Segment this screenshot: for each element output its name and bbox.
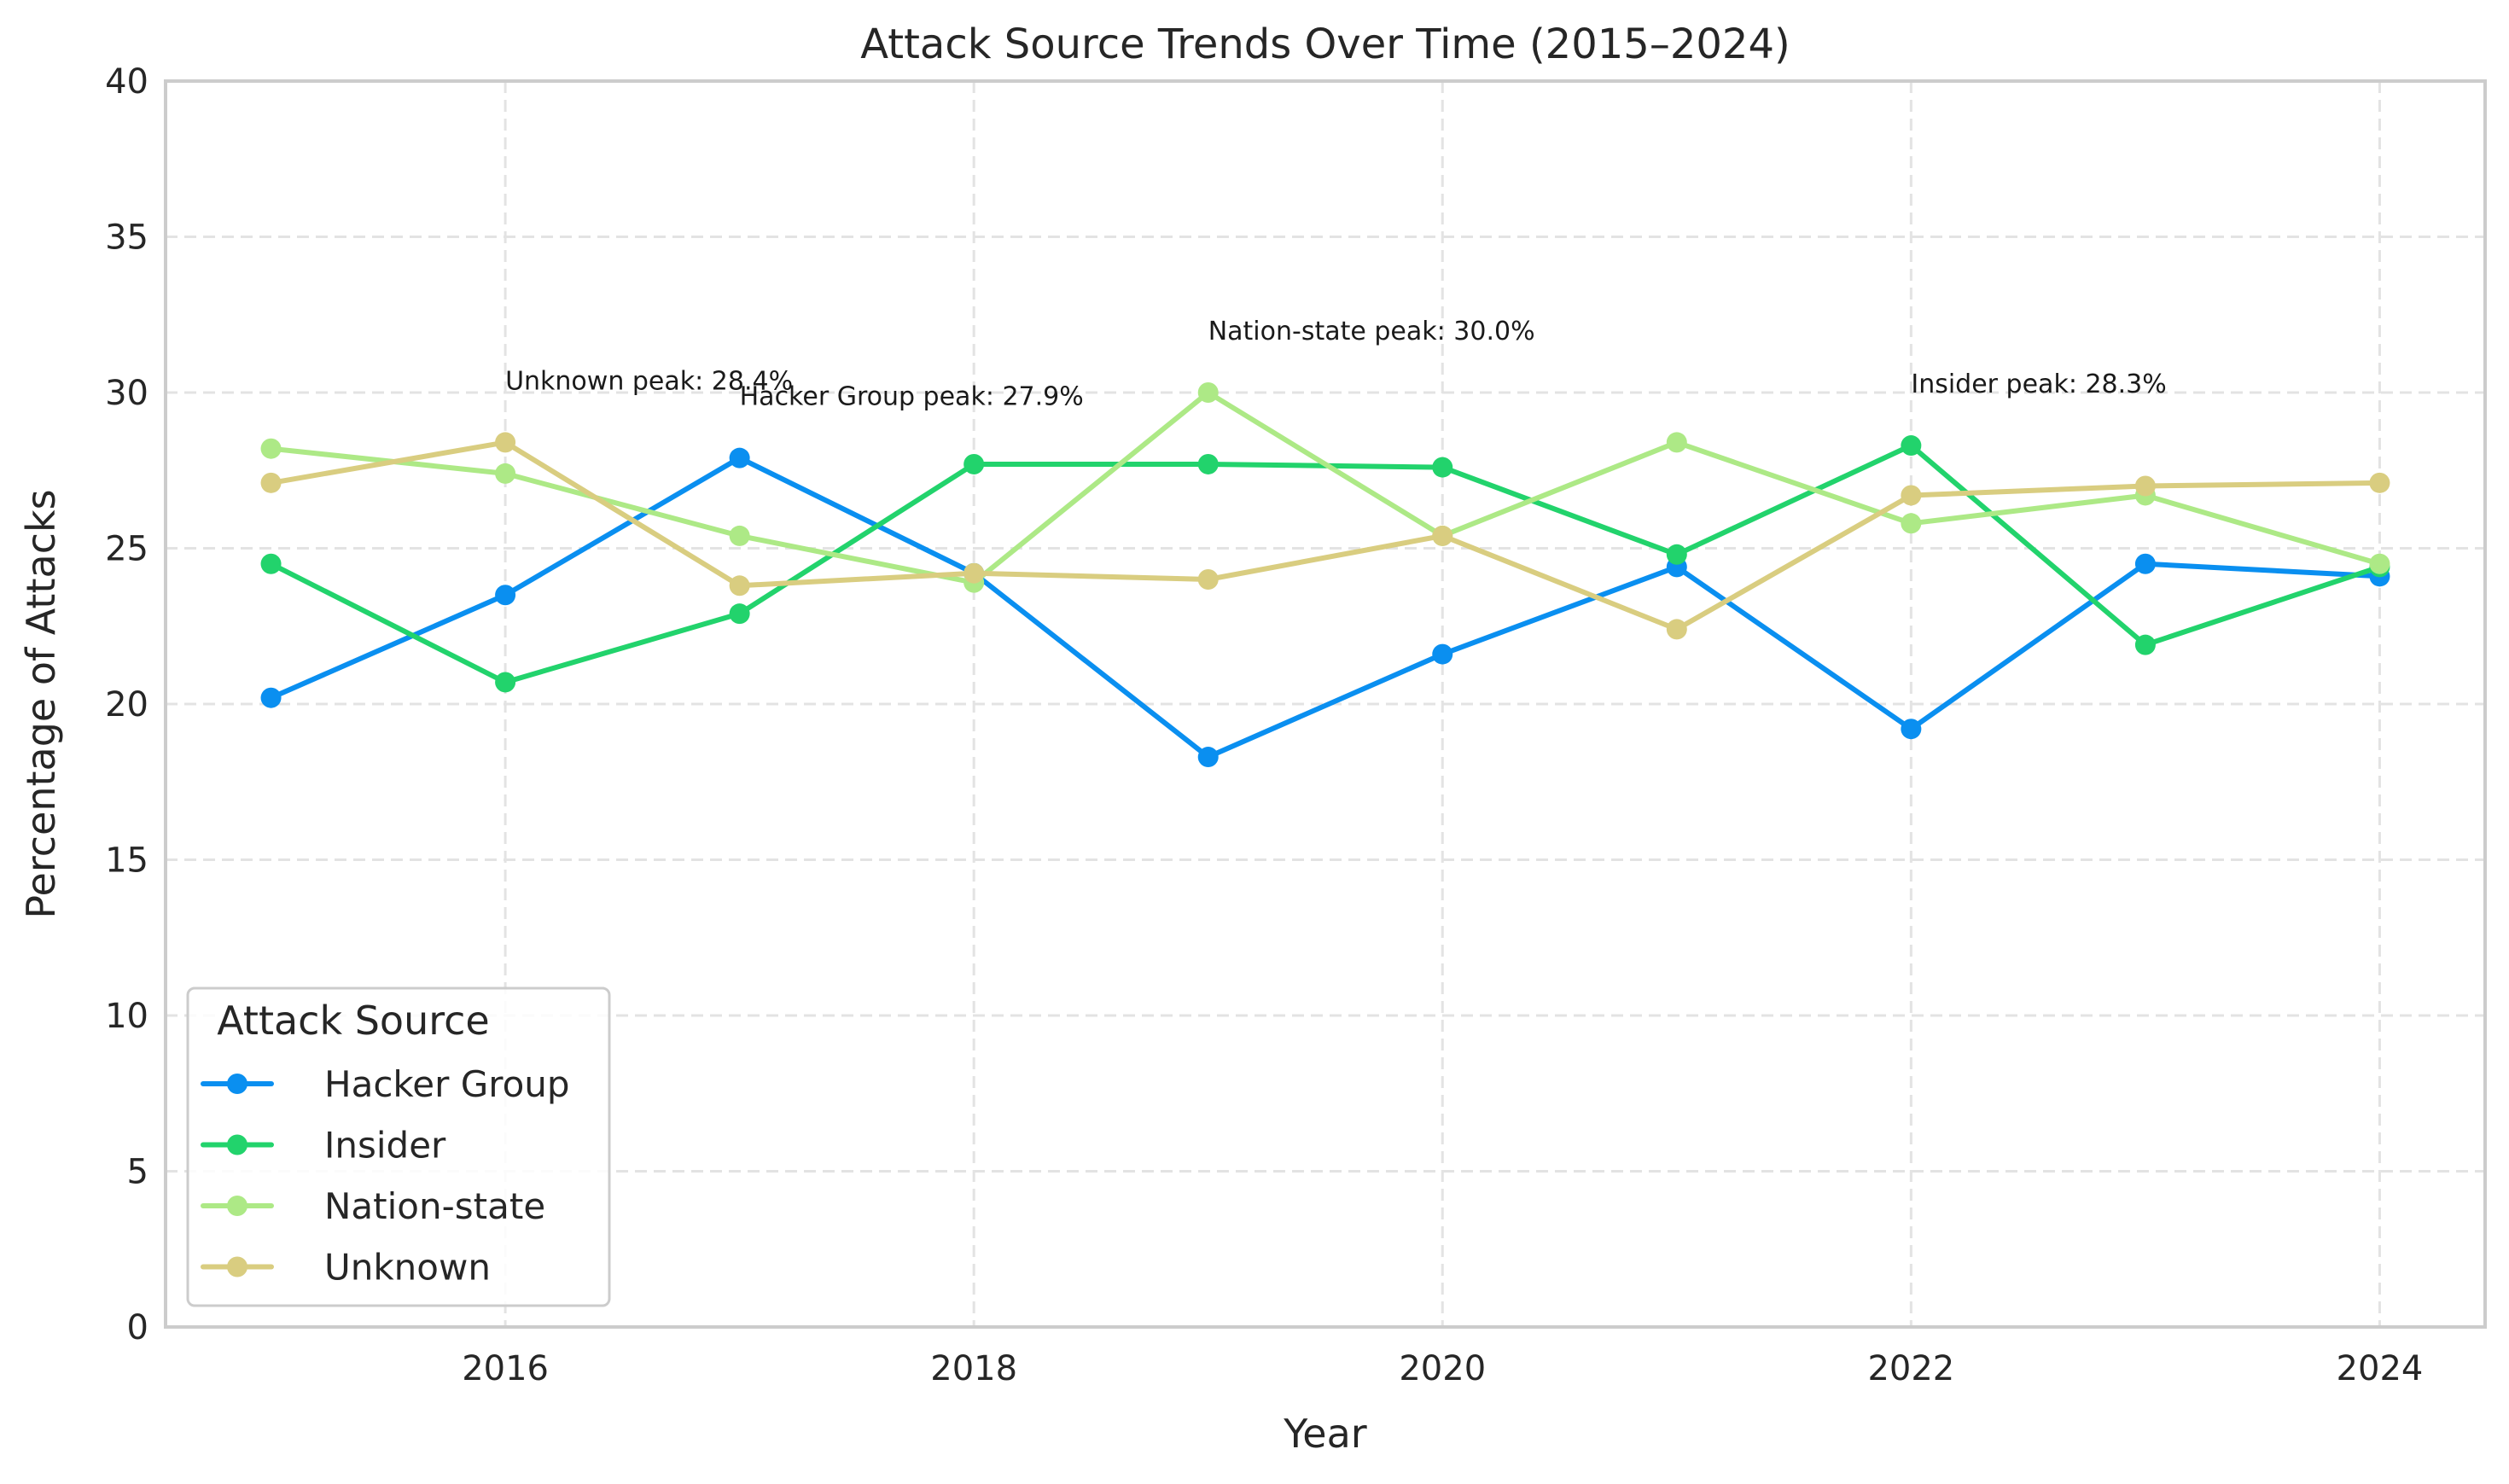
data-point-hacker-group (1432, 643, 1453, 665)
x-tick-label: 2020 (1399, 1349, 1486, 1388)
x-tick-label: 2022 (1867, 1349, 1954, 1388)
data-point-hacker-group (729, 447, 750, 468)
legend-item-unknown: Unknown (201, 1247, 491, 1289)
data-point-unknown (1666, 619, 1687, 640)
x-tick-label: 2024 (2337, 1349, 2424, 1388)
peak-annotation: Nation-state peak: 30.0% (1208, 317, 1535, 346)
y-tick-label: 0 (127, 1308, 148, 1347)
series-line-nation-state (268, 390, 2383, 585)
legend-swatch-marker (227, 1196, 247, 1216)
legend: Attack Source Hacker Group Insider Nation-… (186, 986, 611, 1307)
y-tick-label: 40 (105, 62, 148, 102)
data-point-unknown (963, 562, 985, 584)
y-tick-label: 35 (105, 218, 148, 258)
data-point-hacker-group (1901, 719, 1922, 740)
legend-swatch-marker (227, 1134, 247, 1155)
data-point-unknown (729, 575, 750, 597)
y-tick-label: 30 (105, 374, 148, 413)
y-tick-label: 10 (105, 997, 148, 1036)
legend-title: Attack Source (217, 998, 489, 1044)
legend-box (186, 986, 611, 1307)
data-point-nation-state (1666, 432, 1687, 453)
data-point-insider (495, 672, 516, 693)
series-layer (260, 382, 2390, 768)
y-tick-label: 15 (105, 841, 148, 881)
chart-title: Attack Source Trends Over Time (2015–202… (860, 20, 1790, 68)
data-point-unknown (495, 432, 516, 453)
data-point-insider (1432, 457, 1453, 478)
data-point-nation-state (1901, 513, 1922, 534)
data-point-insider (2134, 634, 2156, 655)
data-point-nation-state (2369, 553, 2390, 574)
data-point-nation-state (1197, 382, 1219, 403)
y-axis-label: Percentage of Attacks (18, 489, 64, 918)
annotations: Unknown peak: 28.4%Hacker Group peak: 27… (505, 317, 2167, 412)
data-point-hacker-group (1197, 747, 1219, 768)
data-point-unknown (1432, 525, 1453, 546)
legend-items: Hacker Group Insider Nation-state Unknown (201, 1063, 570, 1289)
data-point-nation-state (495, 463, 516, 484)
peak-annotation: Hacker Group peak: 27.9% (740, 382, 1084, 412)
legend-item-insider: Insider (201, 1125, 446, 1167)
data-point-unknown (260, 472, 282, 493)
legend-label: Nation-state (324, 1185, 545, 1227)
data-point-insider (1666, 544, 1687, 565)
legend-item-nation-state: Nation-state (201, 1185, 545, 1227)
legend-label: Unknown (324, 1247, 491, 1289)
data-point-insider (1197, 453, 1219, 474)
series-unknown (260, 432, 2390, 640)
data-point-unknown (1901, 485, 1922, 506)
data-point-insider (260, 553, 282, 574)
peak-annotation: Unknown peak: 28.4% (505, 366, 793, 396)
y-tick-label: 25 (105, 530, 148, 569)
data-point-insider (1901, 435, 1922, 457)
legend-label: Insider (324, 1125, 446, 1167)
data-point-insider (963, 453, 985, 474)
y-axis-ticks: 0 5 10 15 20 25 30 35 40 (105, 62, 148, 1347)
legend-swatch-marker (227, 1074, 247, 1094)
data-point-unknown (2369, 472, 2390, 493)
series-hacker-group (260, 447, 2390, 768)
data-point-unknown (1197, 569, 1219, 590)
data-point-unknown (2134, 475, 2156, 497)
data-point-hacker-group (2134, 553, 2156, 574)
legend-item-hacker-group: Hacker Group (201, 1063, 570, 1105)
x-axis-ticks: 2016 2018 2020 2022 2024 (462, 1349, 2423, 1388)
series-nation-state (260, 382, 2390, 593)
data-point-hacker-group (495, 585, 516, 606)
data-point-nation-state (260, 438, 282, 459)
plot-frame (164, 79, 2487, 1329)
y-tick-label: 20 (105, 685, 148, 725)
peak-annotation: Insider peak: 28.3% (1911, 370, 2166, 399)
data-point-hacker-group (260, 687, 282, 708)
x-tick-label: 2016 (462, 1349, 549, 1388)
x-axis-label: Year (1283, 1411, 1366, 1457)
data-point-nation-state (729, 525, 750, 546)
legend-label: Hacker Group (324, 1063, 570, 1105)
series-line-unknown (268, 439, 2383, 632)
data-point-insider (729, 603, 750, 625)
legend-swatch-marker (227, 1256, 247, 1277)
series-line-hacker-group (268, 455, 2383, 759)
x-tick-label: 2018 (930, 1349, 1017, 1388)
y-tick-label: 5 (127, 1153, 148, 1192)
